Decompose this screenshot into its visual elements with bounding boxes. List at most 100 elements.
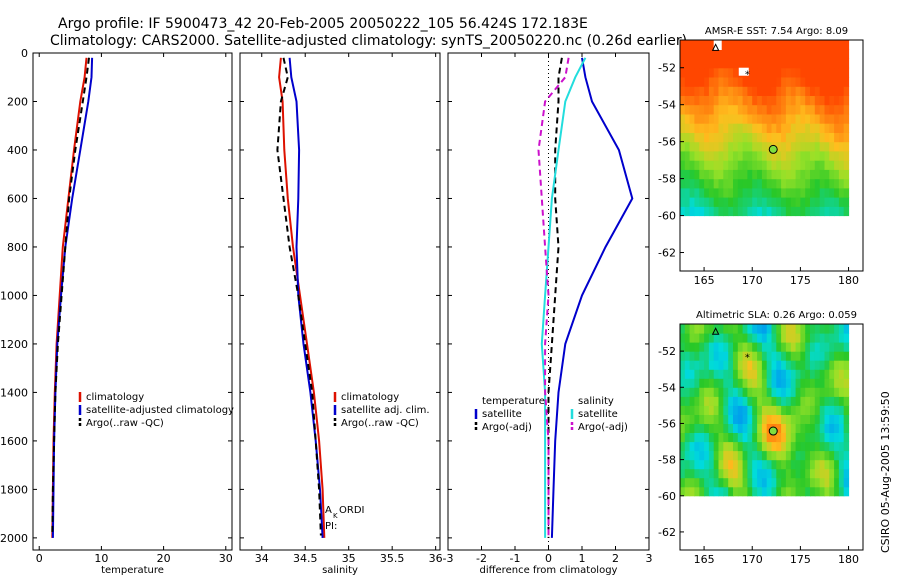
- map-cell: [733, 378, 739, 388]
- map-cell: [838, 95, 845, 106]
- map-cell: [781, 160, 787, 170]
- map-cell: [785, 197, 792, 207]
- map-cell: [771, 187, 777, 198]
- map-cell: [689, 414, 695, 424]
- map-cell: [680, 459, 686, 470]
- map-cell: [814, 414, 821, 424]
- map-cell: [819, 113, 826, 124]
- map-cell: [838, 396, 845, 406]
- map-cell: [737, 351, 744, 361]
- map-cell: [718, 441, 724, 452]
- map-cell: [747, 342, 753, 352]
- map-cell: [810, 387, 816, 397]
- map-cell: [766, 77, 773, 87]
- map-cell: [771, 378, 777, 388]
- map-cell: [689, 67, 695, 78]
- map-cell: [757, 450, 763, 461]
- map-cell: [785, 206, 792, 217]
- map-cell: [829, 459, 835, 470]
- map-cell: [781, 86, 787, 96]
- map-cell: [718, 132, 724, 143]
- map-cell: [747, 396, 753, 406]
- map-cell: [699, 342, 705, 352]
- map-cell: [752, 477, 758, 488]
- map-cell: [838, 432, 845, 443]
- map-cell: [708, 387, 715, 397]
- map-cell: [824, 351, 830, 361]
- map-cell: [805, 86, 811, 96]
- map-cell: [776, 95, 782, 106]
- map-cell: [708, 86, 715, 96]
- map-cell: [766, 49, 773, 59]
- map-cell: [699, 141, 705, 152]
- map-cell: [689, 333, 695, 343]
- triangle-marker: [711, 43, 720, 51]
- map-cell: [728, 67, 734, 78]
- map-cell: [737, 360, 744, 370]
- map-cell: [742, 450, 748, 461]
- map-cell: [752, 58, 758, 69]
- y-tick-label: 1600: [0, 435, 28, 448]
- map-cell: [737, 486, 744, 497]
- map-cell: [790, 58, 797, 69]
- map-cell: [699, 369, 705, 379]
- map-cell: [708, 405, 715, 415]
- plot-frame: [239, 52, 441, 551]
- map-cell: [680, 113, 686, 124]
- map-cell: [810, 405, 816, 415]
- series-line-temperature-satellite: [550, 57, 634, 538]
- map-cell: [771, 95, 777, 106]
- map-cell: [838, 169, 845, 180]
- map-cell: [747, 49, 753, 59]
- map-cell: [737, 369, 744, 379]
- map-cell: [704, 486, 710, 497]
- map-cell: [689, 187, 695, 198]
- map-cell: [790, 342, 797, 352]
- map-x-tick-label: 175: [790, 274, 811, 287]
- map-cell: [684, 160, 691, 170]
- map-cell: [819, 324, 826, 334]
- map-cell: [684, 58, 691, 69]
- map-cell: [819, 123, 826, 133]
- map-cell: [785, 360, 792, 370]
- x-tick-label: 30: [219, 552, 233, 565]
- map-cell: [684, 169, 691, 180]
- map-cell: [805, 369, 811, 379]
- map-cell: [742, 414, 748, 424]
- map-cell: [680, 477, 686, 488]
- map-cell: [733, 113, 739, 124]
- x-tick-label: -1: [510, 552, 521, 565]
- map-cell: [747, 141, 753, 152]
- map-cell: [790, 40, 797, 50]
- map-cell: [757, 360, 763, 370]
- map-cell: [728, 77, 734, 87]
- map-cell: [728, 468, 734, 479]
- map-cell: [810, 369, 816, 379]
- map-cell: [776, 132, 782, 143]
- map-cell: [810, 86, 816, 96]
- map-cell: [718, 351, 724, 361]
- map-cell: [810, 396, 816, 406]
- map-cell: [723, 378, 729, 388]
- map-cell: [728, 49, 734, 59]
- map-cell: [795, 58, 801, 69]
- x-tick-label: 10: [94, 552, 108, 565]
- map-cell: [838, 141, 845, 152]
- map-cell: [752, 459, 758, 470]
- map-cell: [733, 40, 739, 50]
- map-cell: [694, 342, 700, 352]
- map-cell: [814, 187, 821, 198]
- map-cell: [713, 206, 720, 217]
- map-cell: [699, 197, 705, 207]
- map-cell: [747, 324, 753, 334]
- map-cell: [742, 351, 748, 361]
- map-cell: [713, 150, 720, 161]
- map-cell: [829, 342, 835, 352]
- map-cell: [680, 178, 686, 189]
- map-cell: [843, 378, 850, 388]
- map-cell: [718, 67, 724, 78]
- map-cell: [704, 378, 710, 388]
- map-cell: [723, 206, 729, 217]
- map-cell: [810, 113, 816, 124]
- map-cell: [834, 378, 840, 388]
